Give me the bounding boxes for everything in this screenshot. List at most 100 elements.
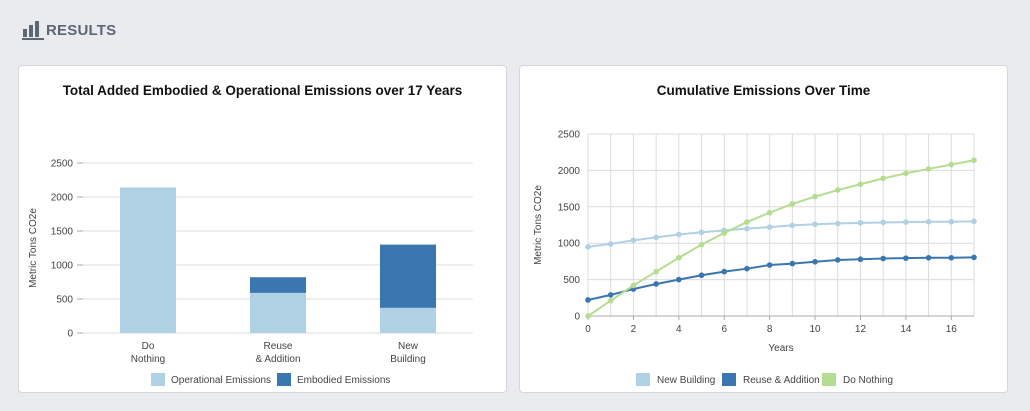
x-tick-label: Reuse [264,341,293,352]
data-point [948,254,955,261]
data-point [925,166,932,172]
x-tick-label: 0 [585,324,591,335]
line-chart-title: Cumulative Emissions Over Time [656,83,871,98]
y-tick-label: 2500 [558,130,581,141]
legend-swatch [722,373,736,386]
results-title: RESULTS [46,22,117,39]
y-tick-label: 1500 [558,202,581,213]
data-point [653,281,659,287]
data-point [925,218,932,225]
data-point [880,219,886,226]
data-point [812,221,818,228]
legend-label: New Building [657,375,715,386]
y-tick-label: 1000 [558,239,581,250]
y-tick-label: 1500 [51,227,74,238]
x-tick-label: Building [390,354,426,365]
y-tick-label: 2000 [51,193,74,204]
x-tick-label: Nothing [131,354,165,365]
data-point [834,220,841,227]
emissions-bar-chart-panel: Total Added Embodied & Operational Emiss… [18,65,507,393]
series-line [587,256,975,301]
cumulative-line-chart-panel: Cumulative Emissions Over Time 0 500 1000 1… [519,65,1008,393]
data-point [698,229,705,236]
data-point [857,256,864,263]
legend-label: Operational Emissions [171,375,271,386]
data-point [744,225,750,232]
bar-chart-title: Total Added Embodied & Operational Emiss… [62,83,463,98]
bar-segment [250,277,306,293]
y-tick-label: 1000 [51,261,74,272]
data-point [721,230,728,236]
x-tick-label: 14 [900,324,912,335]
data-point [880,255,886,262]
x-tick-label: Do [142,341,155,352]
data-point [744,219,750,225]
series-line [587,159,975,317]
x-tick-label: 16 [946,324,958,335]
data-point [971,218,977,225]
data-point [585,244,591,250]
data-point [630,282,637,289]
bar-chart-icon [22,20,44,40]
y-tick-label: 500 [56,295,73,306]
data-point [585,297,591,303]
data-point [789,222,796,229]
data-point [653,268,659,275]
data-point [698,241,705,248]
data-point [789,260,796,267]
legend-label: Do Nothing [843,375,893,386]
series-line [587,220,975,248]
legend-label: Reuse & Addition [743,375,820,386]
data-point [948,218,955,225]
x-tick-label: 12 [855,324,867,335]
data-point [857,181,864,188]
data-point [676,254,682,261]
y-tick-label: 0 [574,312,580,323]
data-point [676,231,682,238]
data-point [971,157,977,164]
data-point [812,258,818,265]
data-point [607,297,614,304]
data-point [925,254,932,261]
data-point [630,237,637,244]
x-tick-label: & Addition [255,354,300,365]
data-point [766,262,773,268]
data-point [857,220,864,226]
results-header: RESULTS [22,20,116,40]
data-point [903,255,909,261]
x-tick-label: 2 [631,324,637,335]
legend-swatch [636,373,650,386]
data-point [834,187,841,193]
data-point [676,276,682,283]
data-point [766,209,773,216]
data-point [698,272,705,279]
x-axis-label: Years [768,343,793,354]
bar-segment [250,292,306,333]
data-point [903,170,909,177]
data-point [789,201,796,207]
data-point [721,268,728,275]
legend-swatch [822,373,836,386]
data-point [880,175,886,182]
data-point [903,219,909,225]
legend-label: Embodied Emissions [297,375,390,386]
x-tick-label: 6 [721,324,727,335]
x-tick-label: 10 [809,324,821,335]
data-point [812,193,818,200]
legend-swatch [151,373,165,386]
data-point [948,161,955,168]
x-tick-label: 8 [767,324,773,335]
data-point [607,241,614,247]
bar-segment [380,307,436,333]
line-chart: 0 500 1000 1500 2000 2500 0 2 4 6 8 10 12 14 16 Years Me… [533,130,977,386]
y-axis-label: Metric Tons CO2e [533,185,544,265]
bar-segment [380,244,436,308]
y-tick-label: 500 [563,275,580,286]
data-point [653,234,659,241]
x-tick-label: 4 [676,324,682,335]
data-point [766,224,773,230]
bar-chart: 0 500 1000 1500 2000 2500 Metric Tons CO2e Do No… [28,159,473,386]
data-point [834,257,841,263]
bar-segment [120,187,176,333]
data-point [585,313,591,319]
